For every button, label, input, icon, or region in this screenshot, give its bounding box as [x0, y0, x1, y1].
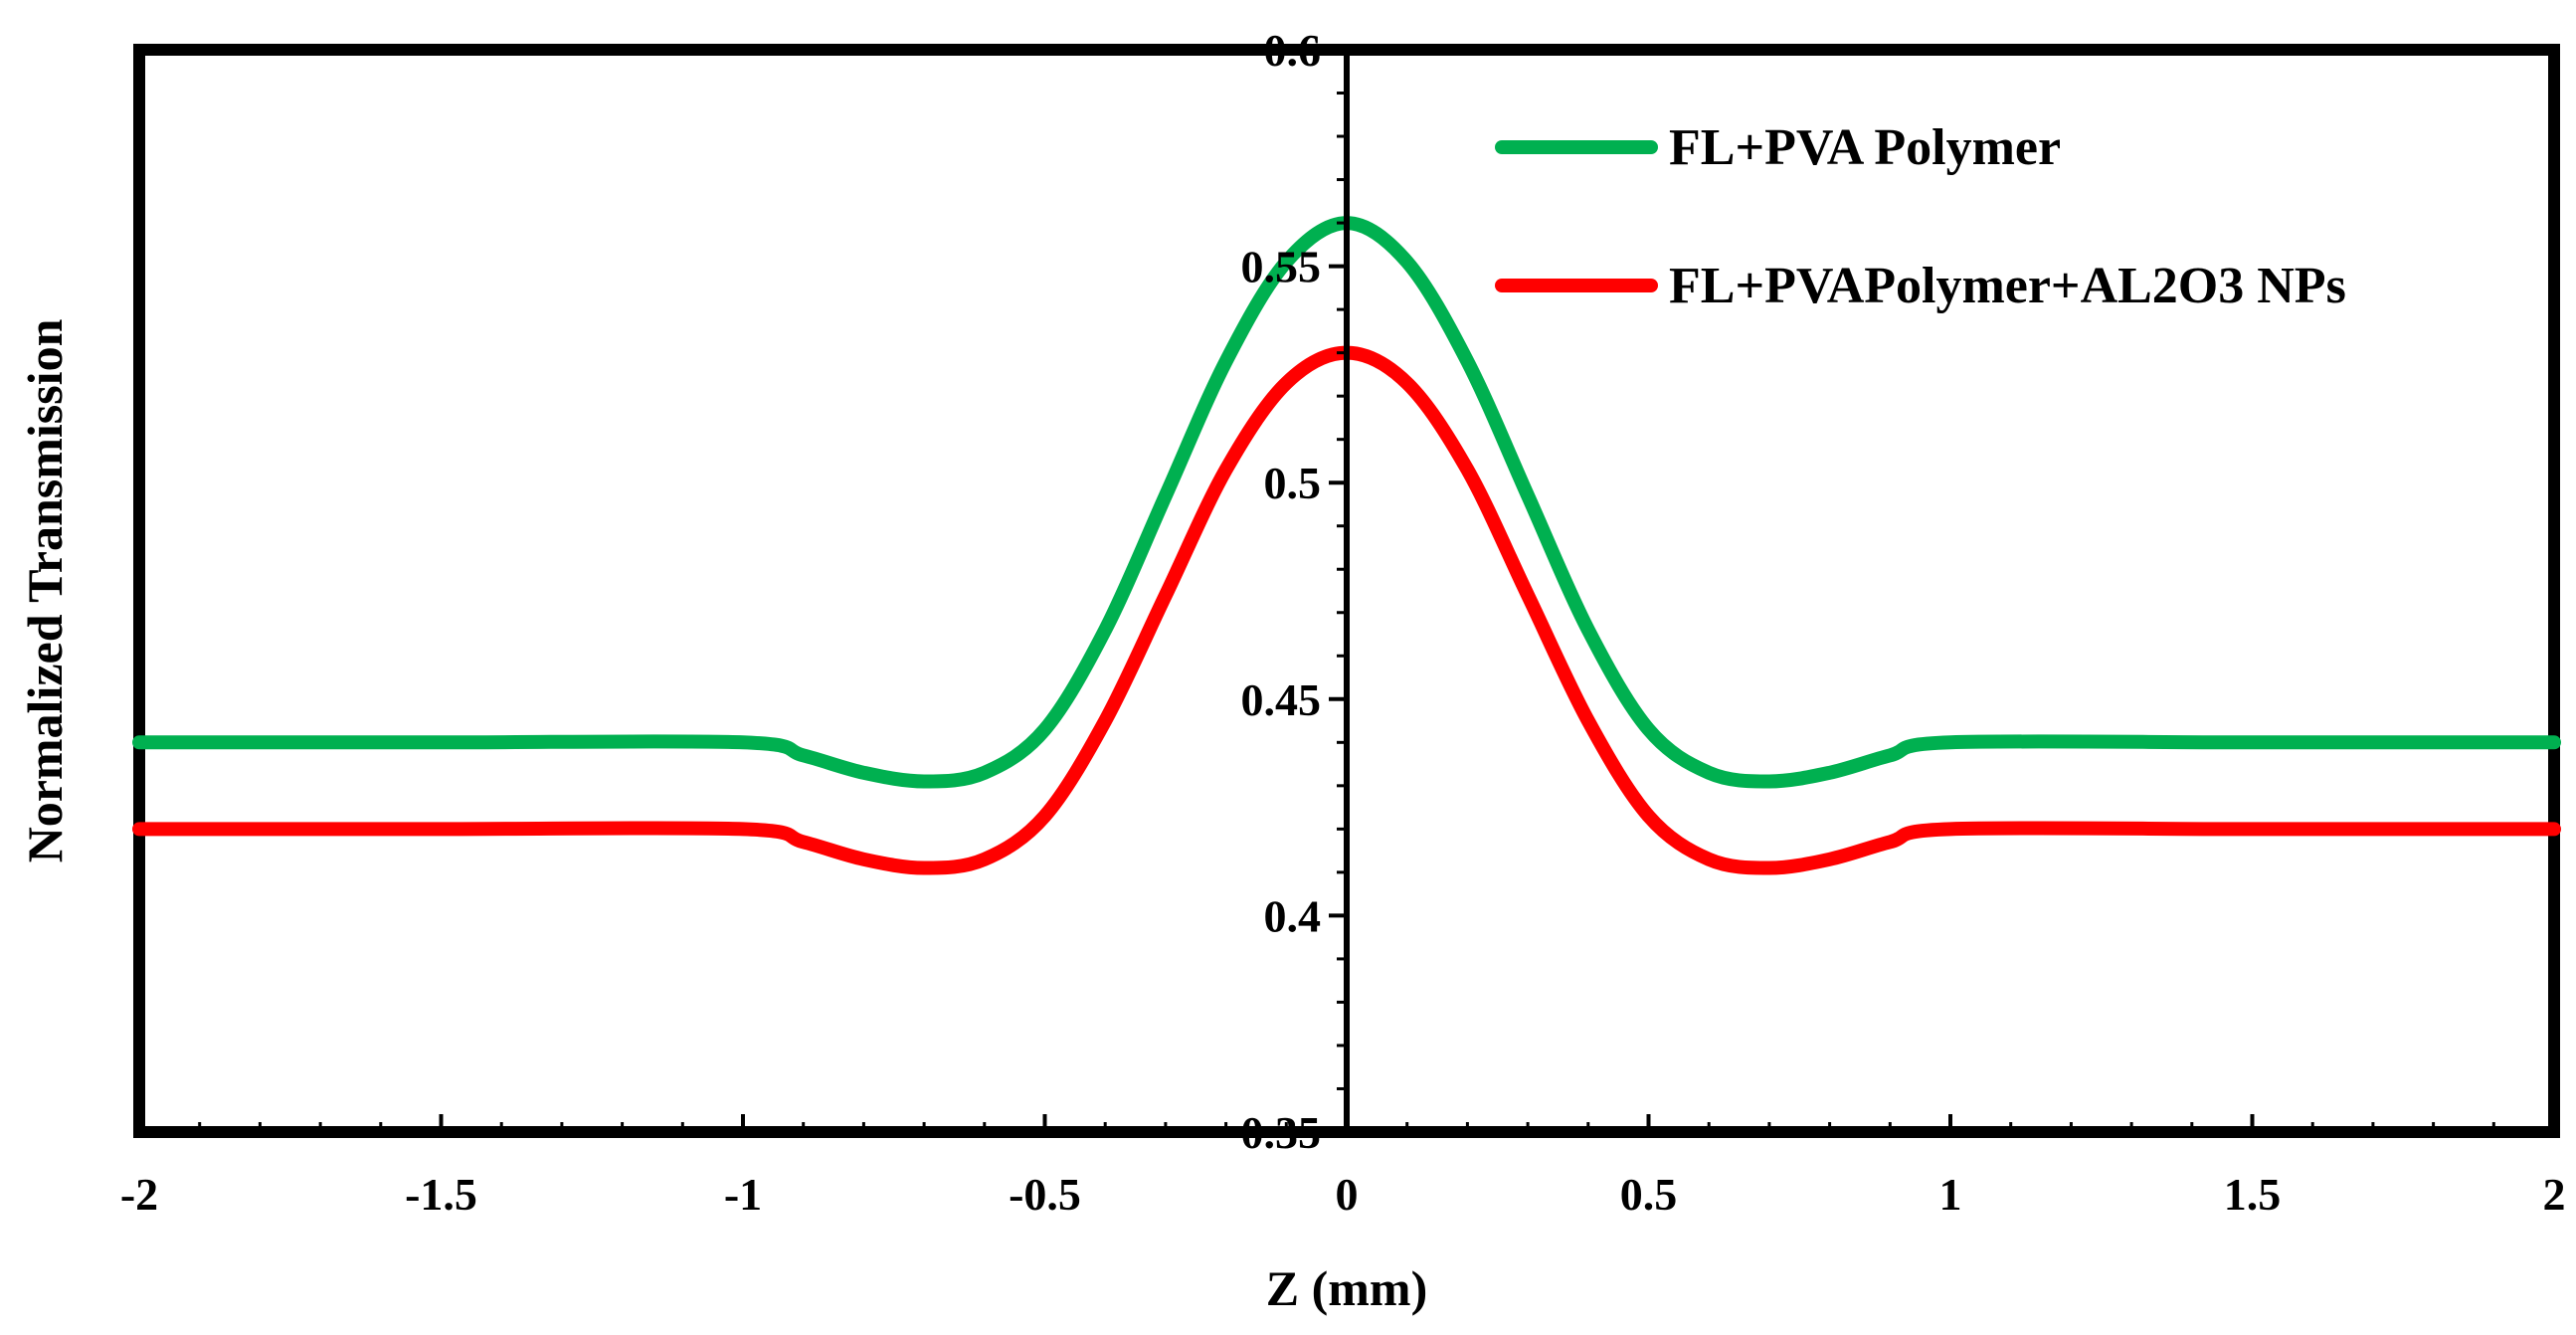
x-tick-label: -1.5: [405, 1169, 477, 1220]
x-tick-label: 0.5: [1620, 1169, 1678, 1220]
y-tick-label: 0.55: [1241, 242, 1322, 292]
y-tick-label: 0.35: [1241, 1107, 1322, 1158]
x-tick-label: 0: [1336, 1169, 1359, 1220]
x-tick-label: -0.5: [1009, 1169, 1081, 1220]
x-tick-label: -2: [120, 1169, 158, 1220]
legend-label-1: FL+PVAPolymer+AL2O3 NPs: [1669, 258, 2346, 314]
labels-layer: 0.35 0.4 0.45 0.5 0.55 0.6 -2 -1.5 -1 -0.5 0 0.5 1 1.…: [17, 25, 2566, 1316]
x-tick-label: 1.5: [2224, 1169, 2282, 1220]
y-tick-label: 0.5: [1264, 458, 1322, 508]
y-tick-label: 0.6: [1264, 25, 1322, 76]
y-tick-label: 0.45: [1241, 674, 1322, 725]
x-tick-label: 1: [1939, 1169, 1962, 1220]
axes-layer: [137, 48, 2556, 1134]
legend-label-0: FL+PVA Polymer: [1669, 119, 2061, 176]
x-axis-title: Z (mm): [1266, 1260, 1427, 1316]
y-tick-label: 0.4: [1264, 890, 1322, 941]
legend: FL+PVA Polymer FL+PVAPolymer+AL2O3 NPs: [1495, 119, 2346, 314]
x-tick-label: 2: [2543, 1169, 2566, 1220]
x-tick-label: -1: [724, 1169, 762, 1220]
y-axis-title: Normalized Transmission: [17, 318, 73, 862]
